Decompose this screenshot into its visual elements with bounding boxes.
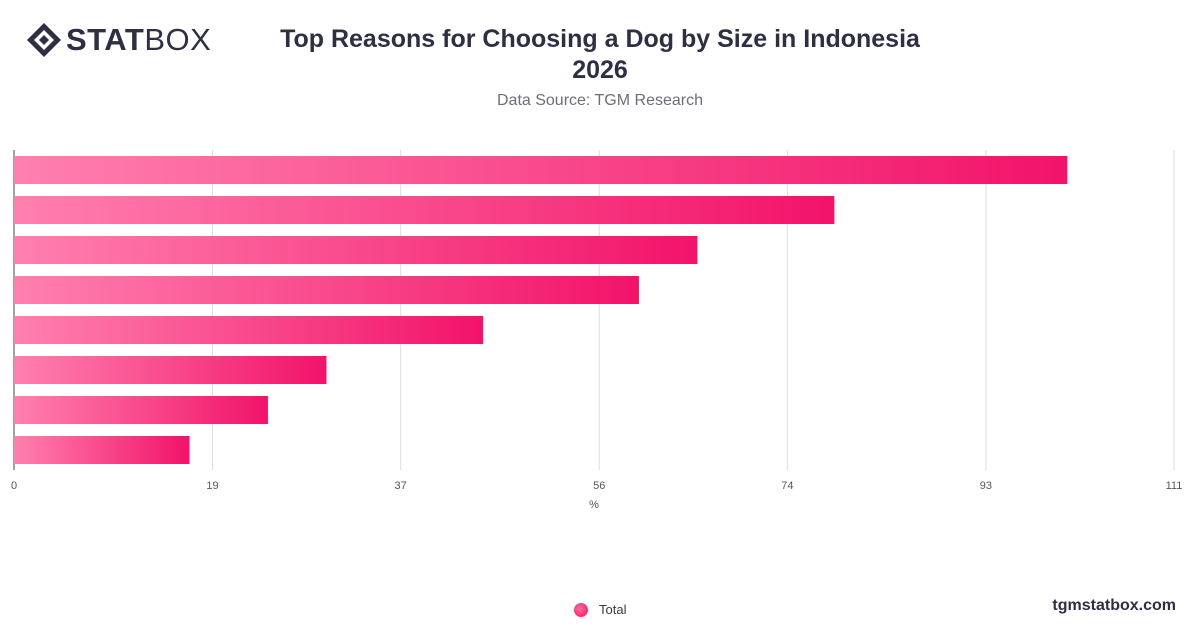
footer-url: tgmstatbox.com <box>1052 597 1176 614</box>
chart-title-line-1: Top Reasons for Choosing a Dog by Size i… <box>280 25 920 53</box>
bar-3[interactable] <box>14 236 698 264</box>
bar-4[interactable] <box>14 276 639 304</box>
x-axis-ticks: 0 19 37 56 74 93 111 <box>11 480 1182 492</box>
x-tick-label: 19 <box>206 480 218 492</box>
legend-marker <box>574 602 588 617</box>
bar-5[interactable] <box>14 316 484 344</box>
x-tick-label: 93 <box>980 480 992 492</box>
logo-wordmark: STATBOX <box>66 22 211 58</box>
x-tick-label: 74 <box>781 480 793 492</box>
x-tick-label: 56 <box>593 480 605 492</box>
x-axis-label: % <box>589 499 599 511</box>
chart-title-line-2: 2026 <box>572 56 628 84</box>
chart-subtitle: Data Source: TGM Research <box>496 92 703 109</box>
bar-1[interactable] <box>14 156 1068 184</box>
statbox-logo: STATBOX <box>26 22 211 58</box>
logo-text-bold: STAT <box>66 22 145 57</box>
x-tick-label: 0 <box>11 480 17 492</box>
bar-7[interactable] <box>14 396 268 424</box>
legend-item-total[interactable]: Total <box>574 602 626 617</box>
x-tick-label: 37 <box>395 480 407 492</box>
bar-series-total <box>14 156 1068 464</box>
bar-2[interactable] <box>14 196 835 224</box>
logo-text-light: BOX <box>144 22 212 57</box>
x-tick-label: 111 <box>1166 480 1183 492</box>
statbox-diamond-icon <box>27 23 61 57</box>
bar-8[interactable] <box>14 436 190 464</box>
bar-6[interactable] <box>14 356 327 384</box>
bar-chart: 0 19 37 56 74 93 111 % <box>11 150 1182 511</box>
chart-title: Top Reasons for Choosing a Dog by Size i… <box>250 24 950 86</box>
legend-label: Total <box>599 602 627 617</box>
